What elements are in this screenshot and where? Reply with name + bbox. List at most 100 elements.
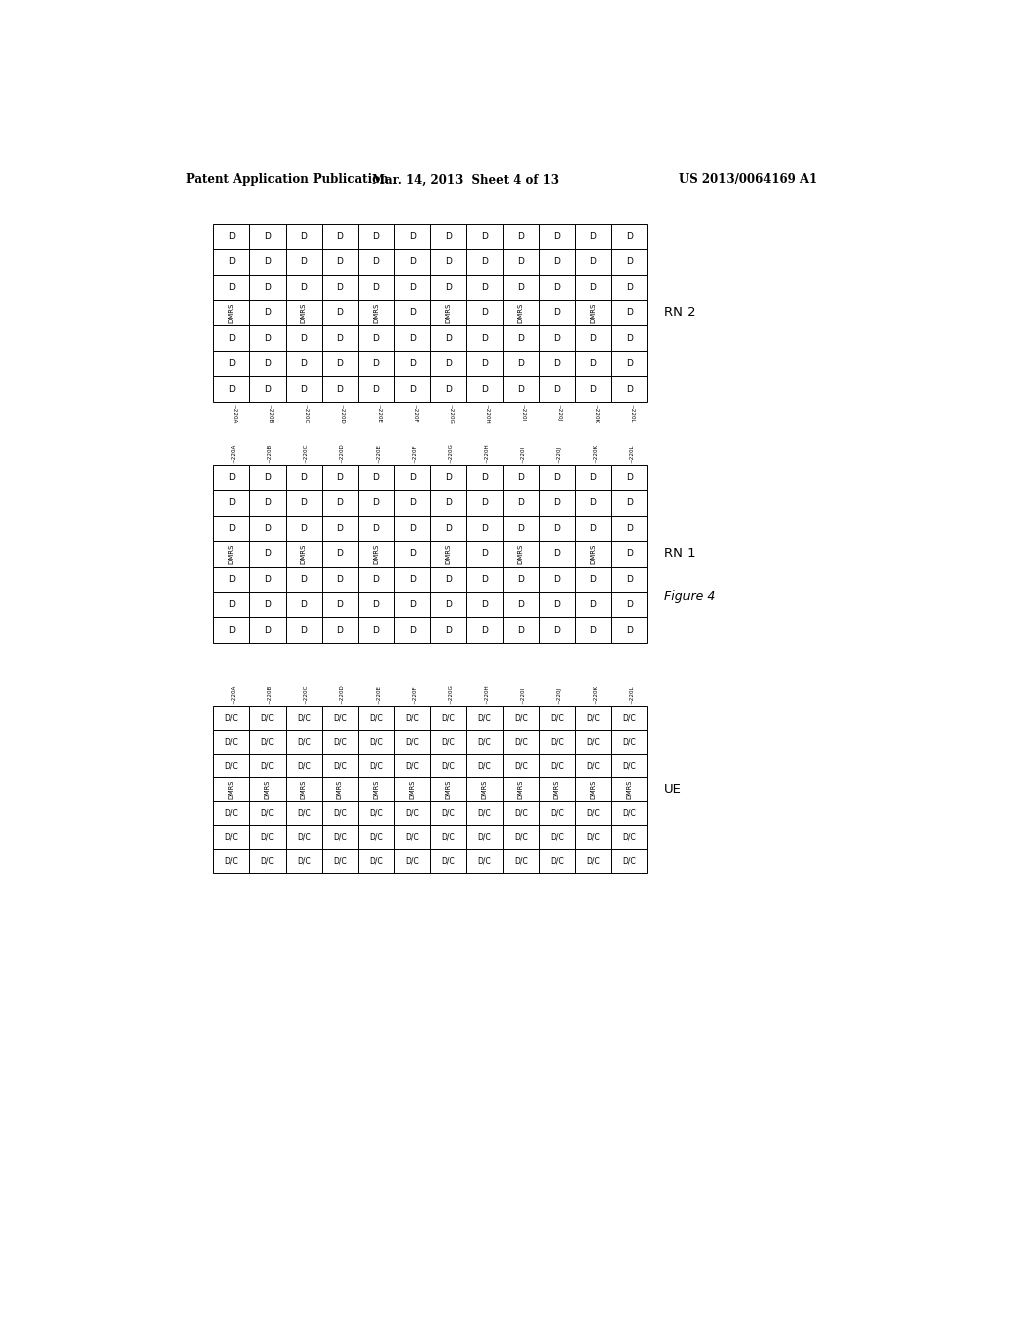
Text: D/C: D/C — [297, 809, 310, 818]
Text: D: D — [373, 601, 380, 609]
Text: D: D — [264, 574, 271, 583]
Text: D: D — [517, 473, 524, 482]
Text: D: D — [626, 499, 633, 507]
Bar — [394, 706, 430, 730]
Bar — [213, 706, 250, 730]
Text: D: D — [409, 384, 416, 393]
Text: D: D — [264, 601, 271, 609]
Bar — [503, 351, 539, 376]
Bar — [358, 825, 394, 849]
Text: D: D — [444, 601, 452, 609]
Text: D: D — [337, 473, 343, 482]
Bar — [358, 591, 394, 618]
Bar — [250, 566, 286, 591]
Bar — [503, 541, 539, 566]
Text: ~220F: ~220F — [413, 685, 417, 704]
Text: D: D — [444, 282, 452, 292]
Text: D/C: D/C — [369, 857, 383, 866]
Text: ~220B: ~220B — [267, 444, 272, 462]
Text: DMRS: DMRS — [518, 544, 523, 564]
Bar — [394, 249, 430, 275]
Bar — [574, 777, 611, 801]
Bar — [574, 591, 611, 618]
Text: D: D — [553, 499, 560, 507]
Text: US 2013/0064169 A1: US 2013/0064169 A1 — [679, 173, 817, 186]
Bar — [358, 541, 394, 566]
Text: ~220H: ~220H — [484, 444, 489, 462]
Text: D: D — [264, 384, 271, 393]
Text: DMRS: DMRS — [445, 544, 452, 564]
Text: D: D — [444, 626, 452, 635]
Text: DMRS: DMRS — [373, 302, 379, 323]
Bar — [430, 376, 466, 401]
Bar — [574, 801, 611, 825]
Bar — [503, 825, 539, 849]
Bar — [286, 326, 322, 351]
Bar — [466, 618, 503, 643]
Bar — [574, 541, 611, 566]
Bar — [213, 591, 250, 618]
Text: D/C: D/C — [406, 713, 419, 722]
Bar — [322, 777, 358, 801]
Bar — [286, 249, 322, 275]
Text: D: D — [626, 626, 633, 635]
Bar — [574, 326, 611, 351]
Text: D: D — [444, 257, 452, 267]
Text: D: D — [264, 524, 271, 533]
Bar — [539, 516, 574, 541]
Text: ~220E: ~220E — [376, 685, 381, 704]
Text: D: D — [444, 499, 452, 507]
Text: ~220K: ~220K — [593, 444, 598, 462]
Bar — [286, 224, 322, 249]
Bar — [213, 849, 250, 873]
Bar — [539, 224, 574, 249]
Bar — [539, 777, 574, 801]
Text: D: D — [228, 524, 234, 533]
Bar — [250, 275, 286, 300]
Text: ~220H: ~220H — [484, 404, 489, 424]
Bar — [503, 249, 539, 275]
Bar — [213, 326, 250, 351]
Text: D: D — [300, 232, 307, 242]
Bar — [430, 566, 466, 591]
Text: D: D — [444, 232, 452, 242]
Bar — [322, 706, 358, 730]
Bar — [611, 326, 647, 351]
Text: D: D — [337, 524, 343, 533]
Text: D: D — [228, 232, 234, 242]
Text: D/C: D/C — [369, 713, 383, 722]
Bar — [430, 275, 466, 300]
Text: ~220B: ~220B — [267, 684, 272, 704]
Text: RN 2: RN 2 — [665, 306, 696, 319]
Text: DMRS: DMRS — [410, 780, 415, 799]
Bar — [286, 541, 322, 566]
Text: Mar. 14, 2013  Sheet 4 of 13: Mar. 14, 2013 Sheet 4 of 13 — [372, 173, 559, 186]
Text: D/C: D/C — [297, 833, 310, 842]
Bar — [539, 754, 574, 777]
Text: ~220F: ~220F — [413, 444, 417, 462]
Bar — [466, 541, 503, 566]
Bar — [394, 825, 430, 849]
Bar — [430, 224, 466, 249]
Bar — [466, 490, 503, 516]
Bar — [213, 490, 250, 516]
Bar — [322, 849, 358, 873]
Bar — [286, 730, 322, 754]
Text: DMRS: DMRS — [554, 780, 560, 799]
Bar — [322, 618, 358, 643]
Bar — [466, 516, 503, 541]
Bar — [286, 825, 322, 849]
Text: DMRS: DMRS — [373, 780, 379, 799]
Text: D: D — [590, 601, 596, 609]
Bar — [322, 825, 358, 849]
Bar — [394, 618, 430, 643]
Text: D: D — [553, 574, 560, 583]
Bar — [503, 849, 539, 873]
Text: ~220F: ~220F — [413, 404, 417, 422]
Bar — [286, 801, 322, 825]
Bar — [430, 825, 466, 849]
Text: D: D — [626, 384, 633, 393]
Text: D: D — [517, 282, 524, 292]
Bar — [574, 376, 611, 401]
Text: D: D — [553, 549, 560, 558]
